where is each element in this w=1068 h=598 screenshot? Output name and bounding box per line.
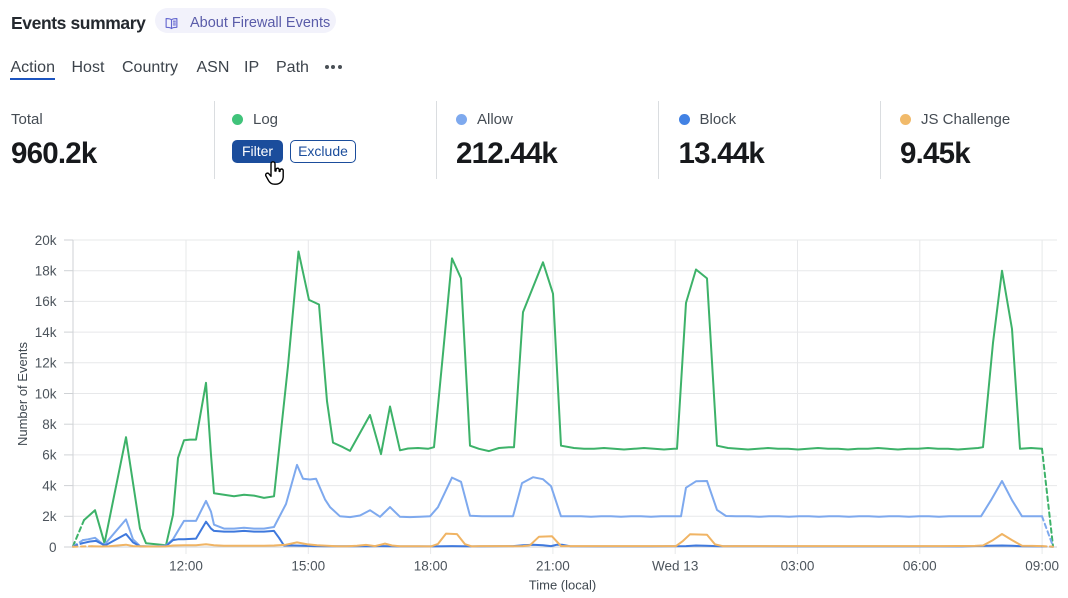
svg-text:8k: 8k <box>42 417 57 432</box>
svg-text:10k: 10k <box>35 386 57 401</box>
svg-text:16k: 16k <box>35 294 57 309</box>
svg-text:12:00: 12:00 <box>169 559 203 574</box>
svg-text:15:00: 15:00 <box>291 559 325 574</box>
svg-text:18:00: 18:00 <box>414 559 448 574</box>
svg-text:21:00: 21:00 <box>536 559 570 574</box>
svg-text:0: 0 <box>49 540 57 555</box>
svg-text:18k: 18k <box>35 264 57 279</box>
svg-text:03:00: 03:00 <box>781 559 815 574</box>
svg-text:12k: 12k <box>35 356 57 371</box>
svg-text:20k: 20k <box>35 233 57 248</box>
svg-text:4k: 4k <box>42 478 57 493</box>
svg-text:14k: 14k <box>35 325 57 340</box>
svg-text:09:00: 09:00 <box>1025 559 1059 574</box>
svg-text:Time (local): Time (local) <box>529 578 596 593</box>
svg-text:2k: 2k <box>42 509 57 524</box>
svg-text:06:00: 06:00 <box>903 559 937 574</box>
svg-text:6k: 6k <box>42 448 57 463</box>
svg-text:Number of Events: Number of Events <box>15 341 30 446</box>
svg-text:Wed 13: Wed 13 <box>652 559 698 574</box>
